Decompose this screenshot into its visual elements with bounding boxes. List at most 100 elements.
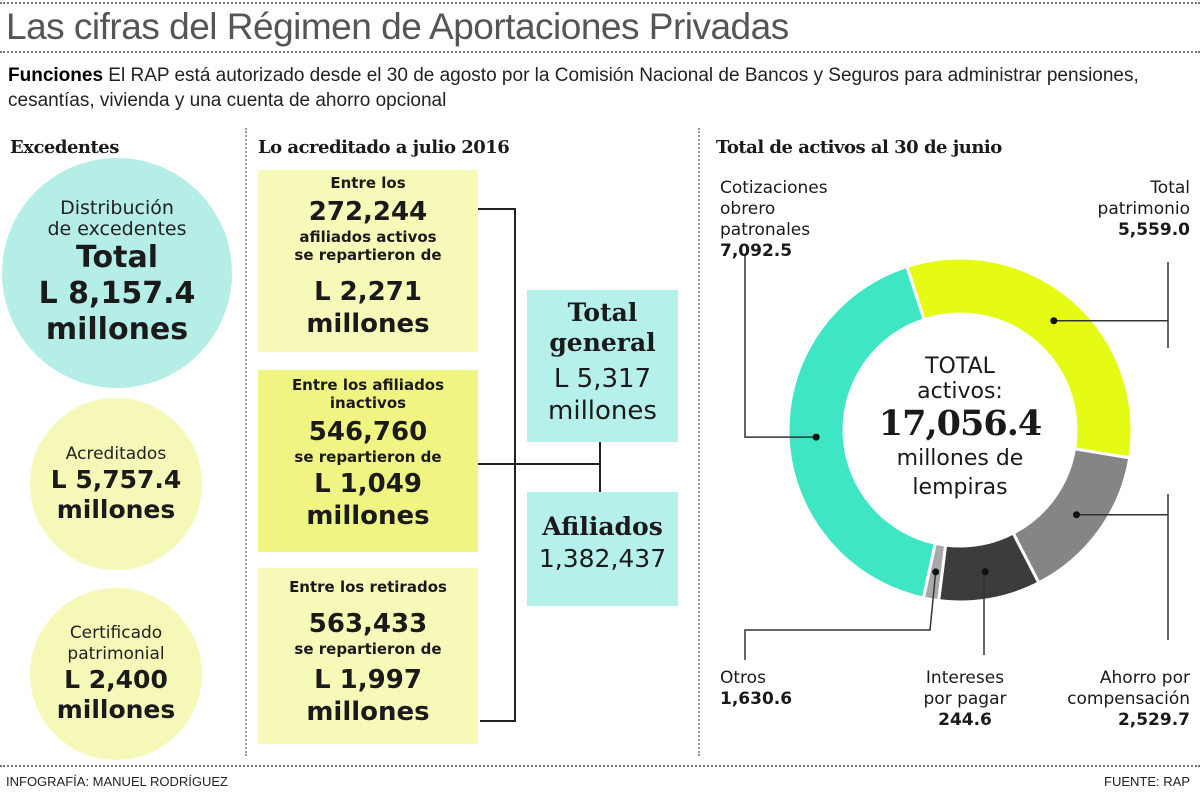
donut-center: TOTAL activos: 17,056.4 millones de lemp… (830, 354, 1090, 502)
donut-slice (786, 264, 938, 600)
label-cotizaciones: Cotizaciones obrero patronales 7,092.5 (720, 178, 828, 262)
unit: millones (306, 501, 430, 531)
label-text: Cotizaciones (720, 178, 828, 198)
label-text: Ahorro por (1099, 668, 1190, 688)
intro: inactivos (329, 394, 407, 412)
excedentes-heading: Excedentes (10, 137, 119, 158)
unit: millones (56, 695, 176, 724)
title: Afiliados (542, 512, 663, 541)
amount: L 1,997 (314, 665, 422, 695)
desc: afiliados activos (299, 228, 437, 246)
divider (0, 2, 1200, 4)
label-text: patronales (720, 220, 811, 240)
intro: Entre los afiliados (291, 376, 445, 394)
center-total: 17,056.4 (878, 403, 1043, 444)
lead-paragraph: Funciones El RAP está autorizado desde e… (8, 63, 1188, 113)
label-text: compensación (1067, 689, 1190, 709)
leader-dot (812, 433, 820, 441)
title: Total (567, 298, 638, 327)
lead-text: El RAP está autorizado desde el 30 de ag… (8, 65, 1139, 111)
divider (245, 128, 247, 756)
value: 1,382,437 (538, 544, 667, 573)
amount: L 8,157.4 (38, 276, 196, 311)
label-text: por pagar (923, 689, 1007, 709)
center-label: activos: (917, 379, 1003, 404)
count: 563,433 (308, 609, 428, 639)
leader-dot (1050, 317, 1058, 325)
data-label: 2,529.7 (1117, 710, 1190, 730)
divider (0, 51, 1200, 53)
intro: Entre los (330, 174, 406, 192)
label-text: obrero (720, 199, 776, 219)
desc: se repartieron de (294, 246, 442, 264)
label-patrimonio: Total patrimonio 5,559.0 (1098, 178, 1190, 241)
count: 546,760 (308, 417, 428, 447)
data-label: 244.6 (938, 710, 992, 730)
credit: INFOGRAFÍA: MANUEL RODRÍGUEZ (6, 774, 228, 789)
acreditados-circle: Acreditados L 5,757.4 millones (30, 398, 202, 570)
acreditado-heading: Lo acreditado a julio 2016 (258, 137, 510, 158)
divider (698, 128, 700, 756)
data-label: 5,559.0 (1117, 220, 1190, 240)
total-general-box: Total general L 5,317 millones (527, 290, 678, 442)
unit: millones (56, 494, 176, 524)
count: 272,244 (308, 197, 428, 227)
label-text: Intereses (925, 668, 1005, 688)
label: Certificado (69, 623, 163, 643)
inactivos-box: Entre los afiliados inactivos 546,760 se… (258, 370, 478, 552)
label-intereses: Intereses por pagar 244.6 (910, 668, 1020, 731)
label: de excedentes (47, 218, 187, 240)
amount: L 5,317 (553, 364, 652, 394)
divider (0, 765, 1200, 767)
label-text: Total (1150, 178, 1190, 198)
lead-label: Funciones (8, 65, 104, 86)
label-ahorro: Ahorro por compensación 2,529.7 (1067, 668, 1190, 731)
amount: L 2,400 (64, 665, 168, 694)
amount: L 2,271 (314, 277, 422, 307)
label-otros: Otros 1,630.6 (720, 668, 792, 710)
chart-title: Total de activos al 30 de junio (716, 137, 1002, 158)
label: Total (76, 240, 158, 275)
unit: millones (548, 396, 657, 426)
amount: L 5,757.4 (50, 464, 182, 494)
title: general (549, 328, 656, 357)
leader-line (1076, 494, 1169, 640)
unit: millones (306, 697, 430, 727)
label: Acreditados (65, 443, 167, 464)
leader-dot (981, 568, 989, 576)
center-label: lempiras (912, 475, 1008, 500)
donut-slice (904, 256, 1134, 460)
intro: Entre los retirados (289, 578, 447, 596)
total-excedentes-circle: Distribución de excedentes Total L 8,157… (2, 158, 232, 388)
leader-line (744, 255, 817, 438)
unit: millones (306, 309, 430, 339)
unit: millones (45, 312, 189, 347)
activos-box: Entre los 272,244 afiliados activos se r… (258, 170, 478, 352)
data-label: 1,630.6 (720, 689, 793, 709)
bracket-line (480, 720, 516, 722)
leader-dot (932, 568, 940, 576)
label: Distribución (60, 197, 174, 219)
page-title: Las cifras del Régimen de Aportaciones P… (6, 6, 789, 47)
desc: se repartieron de (294, 448, 442, 466)
source: FUENTE: RAP (1104, 774, 1190, 789)
center-label: millones de (896, 446, 1024, 471)
desc: se repartieron de (294, 640, 442, 658)
bracket-line (478, 463, 601, 465)
leader-dot (1072, 511, 1080, 519)
bracket-line (514, 208, 516, 722)
amount: L 1,049 (314, 469, 422, 499)
label-text: Otros (720, 668, 766, 688)
leader-line (1053, 262, 1169, 348)
retirados-box: Entre los retirados 563,433 se repartier… (258, 568, 478, 744)
bracket-line (599, 442, 601, 492)
leader-line (744, 571, 937, 660)
label: patrimonial (67, 644, 165, 664)
data-label: 7,092.5 (720, 241, 793, 261)
afiliados-box: Afiliados 1,382,437 (527, 492, 678, 606)
center-label: TOTAL (925, 354, 995, 379)
label-text: patrimonio (1097, 199, 1190, 219)
certificado-circle: Certificado patrimonial L 2,400 millones (30, 588, 202, 760)
